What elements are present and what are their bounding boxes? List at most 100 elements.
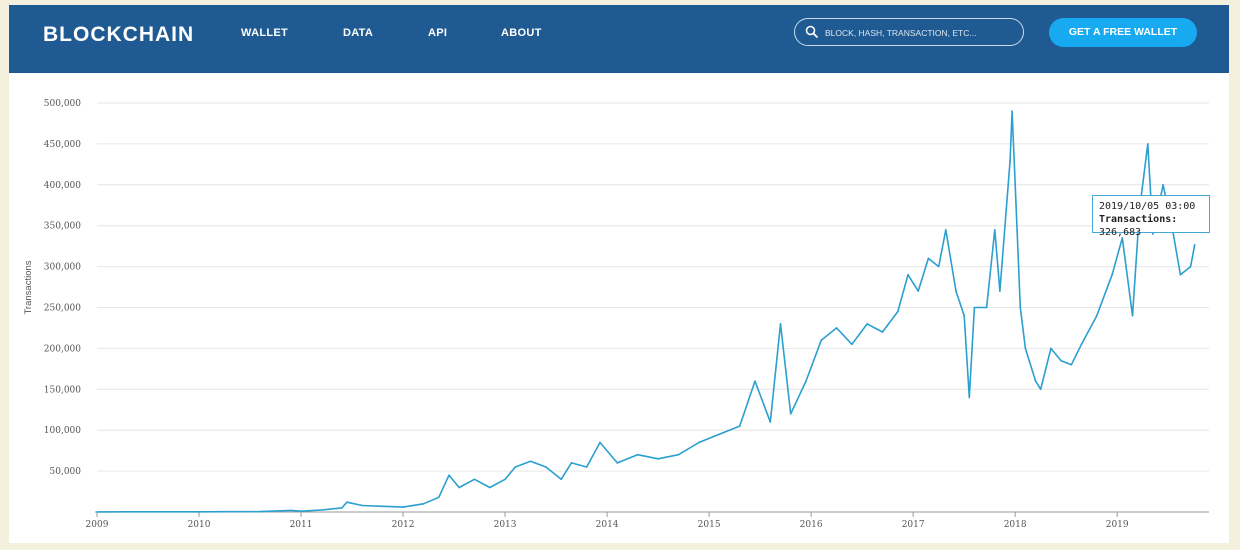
x-tick-label: 2016	[800, 520, 823, 530]
data-point	[504, 478, 506, 481]
nav-about[interactable]: ABOUT	[501, 27, 542, 39]
nav-data[interactable]: DATA	[343, 27, 374, 39]
data-point	[1050, 347, 1052, 350]
data-point	[1070, 363, 1073, 366]
transactions-chart: 50,000 100,000 150,000 200,000 250,000 300,00…	[23, 99, 1209, 530]
data-point	[259, 510, 262, 513]
y-tick-label: 150,000	[44, 385, 81, 395]
site-logo[interactable]: BLOCKCHAIN	[43, 23, 195, 46]
data-point	[1039, 388, 1042, 391]
data-point	[1152, 233, 1154, 235]
y-axis-label: Transactions	[23, 260, 34, 314]
y-tick-label: 400,000	[44, 181, 81, 191]
data-point	[1019, 306, 1022, 309]
data-point	[1011, 110, 1013, 112]
data-point	[320, 509, 323, 511]
transactions-series-line	[96, 110, 1196, 513]
data-point	[789, 413, 792, 415]
data-point	[473, 478, 476, 481]
data-point	[1095, 314, 1098, 317]
data-point	[738, 425, 741, 427]
x-tick-label: 2012	[392, 520, 415, 530]
data-point	[1009, 159, 1011, 162]
data-point	[963, 314, 965, 317]
data-point	[147, 511, 149, 513]
y-tick-label: 350,000	[44, 222, 81, 232]
nav-api[interactable]: API	[428, 27, 448, 39]
data-point	[955, 290, 957, 292]
data-point	[1121, 237, 1124, 239]
data-point	[437, 496, 440, 499]
data-point	[458, 486, 460, 489]
y-tick-label: 300,000	[44, 263, 81, 273]
data-point	[1014, 184, 1016, 186]
data-point	[1060, 359, 1062, 362]
data-point	[779, 323, 782, 325]
data-point	[968, 396, 971, 399]
search-icon	[805, 25, 819, 39]
data-point	[944, 228, 947, 231]
y-tick-label: 450,000	[44, 140, 81, 150]
x-tick-label: 2009	[86, 520, 109, 530]
data-point	[585, 466, 588, 468]
x-tick-label: 2018	[1004, 520, 1027, 530]
y-tick-label: 500,000	[44, 99, 81, 109]
x-tick-label: 2015	[698, 520, 721, 530]
data-point	[769, 421, 772, 423]
data-point	[1172, 233, 1175, 235]
data-point	[973, 306, 976, 309]
data-point	[300, 510, 302, 512]
nav-wallet[interactable]: WALLET	[241, 27, 289, 39]
tooltip-date: 2019/10/05 03:00	[1099, 201, 1196, 212]
data-point	[754, 380, 756, 382]
data-point	[636, 453, 639, 456]
y-tick-label: 200,000	[44, 344, 81, 354]
data-point	[866, 323, 869, 325]
data-point	[346, 501, 348, 503]
data-point	[805, 380, 807, 382]
data-point	[851, 343, 853, 346]
data-point	[937, 265, 940, 268]
data-point	[560, 478, 562, 481]
data-point	[927, 257, 930, 260]
data-point	[514, 466, 517, 468]
data-point	[917, 290, 920, 292]
y-tick-label: 250,000	[44, 304, 81, 314]
data-point	[1189, 265, 1192, 268]
data-point	[341, 507, 343, 509]
data-point	[1162, 184, 1164, 186]
x-tick-label: 2013	[494, 520, 517, 530]
data-point	[545, 466, 547, 468]
tooltip-value: 326,683	[1099, 227, 1142, 238]
data-point	[529, 460, 532, 463]
data-point	[657, 458, 659, 460]
tooltip-label: Transactions:	[1099, 214, 1178, 225]
x-tick-label: 2011	[290, 520, 313, 530]
data-point	[381, 505, 384, 508]
data-point	[835, 327, 838, 329]
data-point	[1080, 343, 1083, 346]
data-point	[228, 510, 231, 513]
data-point	[488, 486, 491, 489]
data-point	[698, 441, 700, 444]
data-point	[1146, 143, 1149, 145]
data-point	[402, 506, 404, 508]
data-point	[1111, 273, 1113, 276]
top-navbar: BLOCKCHAIN WALLET DATA API ABOUT GET A F…	[9, 5, 1229, 73]
data-point	[1024, 347, 1027, 350]
data-point	[1179, 273, 1182, 276]
search-input[interactable]	[823, 23, 1022, 43]
tooltip-transactions: Transactions: 326,683	[1099, 213, 1203, 239]
get-free-wallet-button[interactable]: GET A FREE WALLET	[1049, 18, 1197, 47]
search-box[interactable]	[794, 18, 1024, 46]
data-point	[448, 474, 450, 476]
data-point	[985, 306, 988, 309]
data-point	[1131, 314, 1134, 317]
x-tick-label: 2010	[188, 520, 211, 530]
data-point	[616, 462, 619, 464]
data-point	[993, 228, 996, 231]
x-tick-label: 2017	[902, 520, 925, 530]
data-point	[897, 310, 899, 313]
y-tick-label: 100,000	[44, 426, 81, 436]
data-point	[718, 433, 721, 436]
